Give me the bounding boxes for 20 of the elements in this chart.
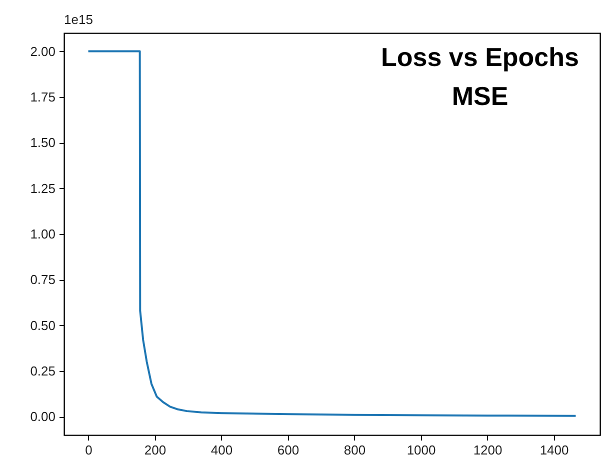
x-tick-label: 600 bbox=[277, 442, 300, 458]
y-tick-label: 0.75 bbox=[30, 272, 56, 288]
x-tick-label: 800 bbox=[344, 442, 366, 458]
y-tick-label: 0.25 bbox=[30, 364, 56, 379]
y-tick-label: 1.50 bbox=[30, 135, 56, 150]
y-tick-label: 0.50 bbox=[30, 318, 56, 333]
x-tick-label: 1000 bbox=[406, 442, 436, 458]
y-tick-label: 1.25 bbox=[30, 180, 56, 196]
x-tick-label: 400 bbox=[210, 442, 233, 458]
y-tick-label: 0.00 bbox=[30, 409, 56, 424]
x-tick-label: 200 bbox=[144, 442, 166, 458]
chart-title: Loss vs Epochs bbox=[381, 42, 579, 72]
y-tick-label: 1.75 bbox=[30, 89, 56, 104]
y-tick-label: 2.00 bbox=[30, 44, 56, 59]
x-tick-label: 1200 bbox=[473, 442, 502, 458]
y-tick-label: 1.00 bbox=[30, 226, 56, 242]
text: MSE bbox=[452, 81, 508, 111]
text: 1e15 bbox=[64, 12, 93, 27]
x-tick-label: 0 bbox=[85, 442, 92, 458]
x-tick-label: 1400 bbox=[540, 442, 569, 458]
